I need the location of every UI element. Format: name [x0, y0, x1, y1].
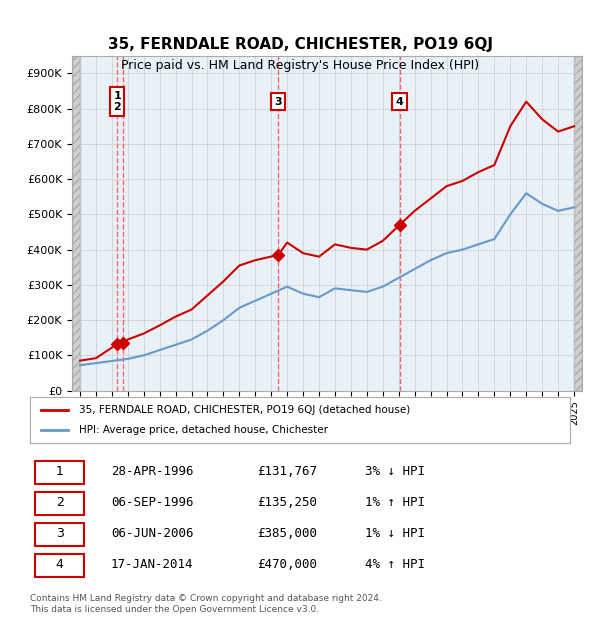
Text: £470,000: £470,000 — [257, 559, 317, 571]
Text: 17-JAN-2014: 17-JAN-2014 — [111, 559, 193, 571]
Text: 1% ↓ HPI: 1% ↓ HPI — [365, 528, 425, 540]
Text: £385,000: £385,000 — [257, 528, 317, 540]
Text: Price paid vs. HM Land Registry's House Price Index (HPI): Price paid vs. HM Land Registry's House … — [121, 59, 479, 72]
Text: 06-SEP-1996: 06-SEP-1996 — [111, 497, 193, 509]
FancyBboxPatch shape — [35, 492, 84, 515]
Text: 28-APR-1996: 28-APR-1996 — [111, 466, 193, 478]
Text: 3: 3 — [274, 97, 282, 107]
Text: 06-JUN-2006: 06-JUN-2006 — [111, 528, 193, 540]
Text: 1
2: 1 2 — [113, 91, 121, 112]
Text: 35, FERNDALE ROAD, CHICHESTER, PO19 6QJ: 35, FERNDALE ROAD, CHICHESTER, PO19 6QJ — [107, 37, 493, 52]
FancyBboxPatch shape — [35, 554, 84, 577]
Text: 4: 4 — [395, 97, 403, 107]
Text: £131,767: £131,767 — [257, 466, 317, 478]
Text: 4% ↑ HPI: 4% ↑ HPI — [365, 559, 425, 571]
Bar — [574, 56, 582, 391]
Text: 2: 2 — [56, 497, 64, 509]
Text: Contains HM Land Registry data © Crown copyright and database right 2024.
This d: Contains HM Land Registry data © Crown c… — [30, 595, 382, 614]
Text: 3% ↓ HPI: 3% ↓ HPI — [365, 466, 425, 478]
Text: 1: 1 — [56, 466, 64, 478]
Text: £135,250: £135,250 — [257, 497, 317, 509]
FancyBboxPatch shape — [35, 461, 84, 484]
FancyBboxPatch shape — [35, 523, 84, 546]
Text: 1% ↑ HPI: 1% ↑ HPI — [365, 497, 425, 509]
Text: 3: 3 — [56, 528, 64, 540]
Text: 4: 4 — [56, 559, 64, 571]
Bar — [72, 56, 80, 391]
Text: HPI: Average price, detached house, Chichester: HPI: Average price, detached house, Chic… — [79, 425, 328, 435]
Text: 35, FERNDALE ROAD, CHICHESTER, PO19 6QJ (detached house): 35, FERNDALE ROAD, CHICHESTER, PO19 6QJ … — [79, 405, 410, 415]
